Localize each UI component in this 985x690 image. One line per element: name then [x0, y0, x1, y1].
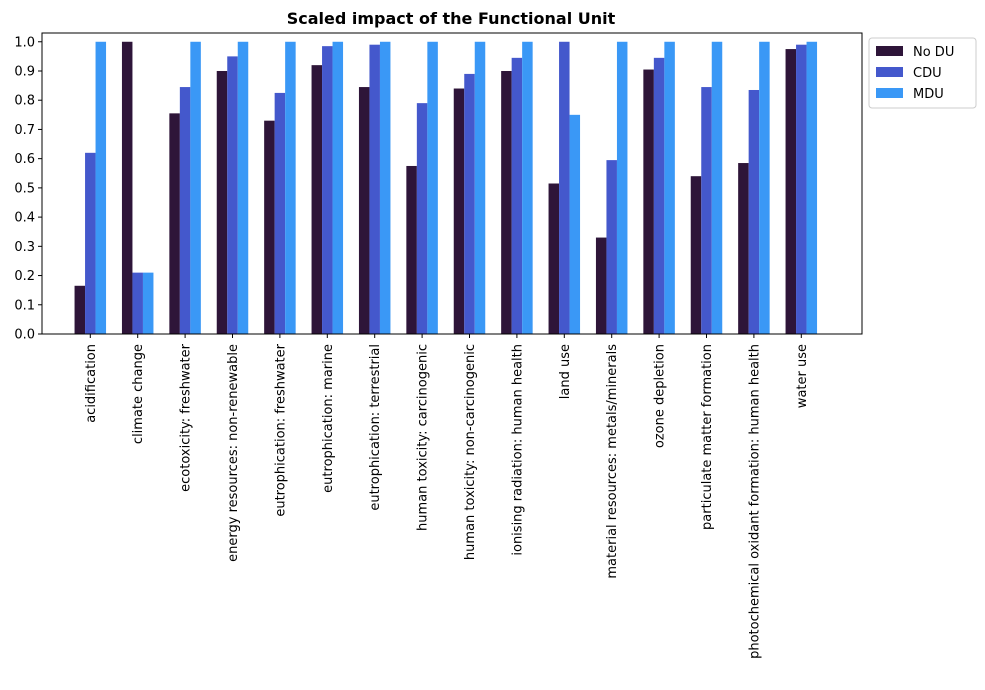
bar-mdu-15 [806, 41, 818, 335]
y-tick-label: 0.1 [14, 298, 35, 313]
bar-cdu-3 [227, 56, 238, 334]
plot-frame [41, 32, 863, 335]
bar-mdu-8 [474, 41, 486, 335]
x-tick-label: acidification [84, 344, 99, 423]
bar-no-du-6 [358, 87, 370, 334]
bar-cdu-0 [85, 152, 96, 334]
legend: No DU CDU MDU [868, 37, 977, 109]
bar-cdu-4 [274, 92, 286, 334]
bar-no-du-8 [453, 88, 465, 335]
bar-no-du-1 [121, 41, 133, 335]
x-tick-label: ecotoxicity: freshwater [179, 343, 194, 492]
bar-mdu-9 [522, 41, 533, 335]
bar-mdu-3 [237, 41, 249, 335]
bar-cdu-7 [416, 103, 428, 334]
y-tick-label: 0.4 [14, 211, 35, 226]
y-tick-label: 0.5 [14, 181, 35, 196]
bar-no-du-9 [501, 70, 512, 335]
bar-mdu-14 [759, 41, 770, 335]
x-tick-label: climate change [131, 344, 146, 444]
bar-mdu-2 [190, 41, 201, 335]
bar-mdu-13 [711, 41, 723, 335]
bar-mdu-10 [569, 114, 581, 334]
bar-no-du-14 [738, 163, 749, 334]
bar-mdu-5 [332, 41, 344, 335]
bar-cdu-10 [559, 41, 570, 335]
x-tick-label: ionising radiation: human health [510, 344, 525, 556]
bar-cdu-8 [464, 73, 475, 334]
x-tick-label: photochemical oxidant formation: human h… [747, 344, 762, 659]
legend-swatch [876, 88, 903, 98]
x-tick-label: particulate matter formation [700, 344, 715, 530]
y-tick-label: 0.9 [14, 64, 35, 79]
x-tick-label: eutrophication: terrestrial [368, 344, 383, 511]
legend-swatch [876, 67, 903, 77]
bar-cdu-1 [132, 272, 143, 334]
x-tick-label: land use [558, 344, 573, 399]
bar-no-du-10 [548, 183, 560, 334]
bar-cdu-2 [179, 87, 191, 334]
bar-cdu-13 [701, 87, 712, 334]
bar-cdu-9 [511, 57, 523, 335]
legend-label: MDU [913, 87, 944, 102]
bar-mdu-12 [664, 41, 675, 335]
x-tick-label: human toxicity: non-carcinogenic [463, 344, 478, 560]
y-tick-label: 1.0 [14, 35, 35, 50]
bars-group [74, 41, 818, 335]
bar-mdu-7 [427, 41, 438, 335]
x-tick-label: energy resources: non-renewable [226, 344, 241, 562]
bar-cdu-14 [748, 89, 760, 335]
y-axis: 0.0 0.1 0.2 0.3 0.4 0.5 0.6 0.7 0.8 0.9 1.0 [14, 35, 42, 343]
bar-mdu-6 [379, 41, 391, 335]
x-tick-label: ozone depletion [653, 344, 668, 448]
y-tick-label: 0.0 [14, 328, 35, 343]
bar-cdu-15 [796, 44, 807, 334]
bar-no-du-5 [311, 65, 323, 335]
y-tick-label: 0.6 [14, 152, 35, 167]
bar-cdu-12 [653, 57, 665, 335]
bar-mdu-0 [95, 41, 107, 335]
x-axis: acidification climate change ecotoxicity: … [84, 334, 810, 659]
bar-mdu-4 [285, 41, 296, 335]
bar-no-du-4 [264, 120, 275, 334]
bar-no-du-0 [74, 285, 86, 334]
x-tick-label: water use [795, 344, 810, 408]
legend-label: CDU [913, 66, 942, 81]
y-tick-label: 0.8 [14, 94, 35, 109]
bar-no-du-13 [690, 176, 702, 334]
chart-title: Scaled impact of the Functional Unit [287, 9, 616, 28]
bar-no-du-7 [406, 165, 417, 334]
legend-swatch [876, 46, 903, 56]
bar-no-du-11 [595, 237, 607, 334]
bar-no-du-12 [643, 69, 654, 334]
bar-cdu-11 [606, 160, 617, 334]
x-tick-label: human toxicity: carcinogenic [416, 344, 431, 531]
bar-no-du-2 [169, 113, 180, 334]
legend-label: No DU [913, 45, 954, 60]
x-tick-label: eutrophication: marine [321, 344, 336, 493]
bar-cdu-5 [322, 46, 333, 335]
bar-cdu-6 [369, 44, 380, 334]
y-tick-label: 0.7 [14, 123, 35, 138]
x-tick-label: material resources: metals/minerals [605, 344, 620, 579]
bar-mdu-11 [616, 41, 628, 335]
x-tick-label: eutrophication: freshwater [273, 343, 288, 516]
bar-no-du-15 [785, 49, 797, 334]
bar-mdu-1 [142, 272, 154, 334]
bar-no-du-3 [216, 70, 228, 335]
y-tick-label: 0.2 [14, 269, 35, 284]
y-tick-label: 0.3 [14, 240, 35, 255]
